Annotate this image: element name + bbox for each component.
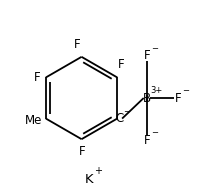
Text: F: F <box>74 38 81 51</box>
Text: C: C <box>115 112 123 125</box>
Text: +: + <box>94 166 102 176</box>
Text: K: K <box>85 173 94 186</box>
Text: F: F <box>175 92 182 104</box>
Text: −: − <box>123 107 130 116</box>
Text: F: F <box>79 145 86 158</box>
Text: F: F <box>144 49 151 62</box>
Text: F: F <box>144 134 151 147</box>
Text: −: − <box>151 128 158 137</box>
Text: Me: Me <box>24 114 42 127</box>
Text: −: − <box>182 86 189 95</box>
Text: 3+: 3+ <box>151 86 163 95</box>
Text: −: − <box>151 44 158 53</box>
Text: F: F <box>118 58 124 71</box>
Text: B: B <box>143 92 151 104</box>
Text: F: F <box>34 71 40 84</box>
